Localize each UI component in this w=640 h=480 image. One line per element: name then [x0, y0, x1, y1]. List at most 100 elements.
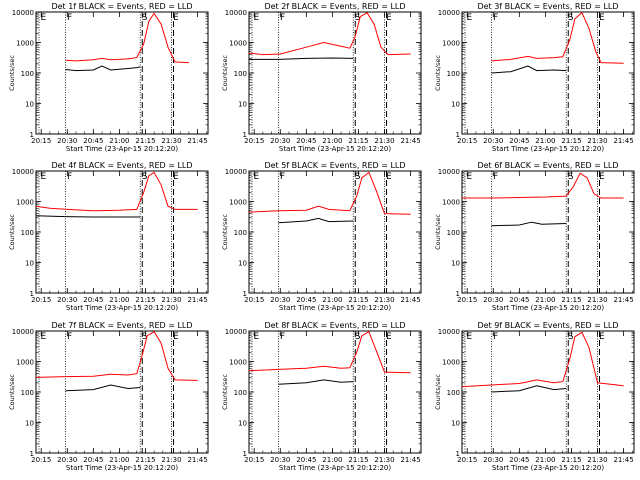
- lld-rate-line: [248, 330, 411, 374]
- x-tick-label: 21:30: [161, 296, 181, 304]
- x-axis-label: Start Time (23-Apr-15 20:12:20): [66, 464, 178, 472]
- interval-marker-label: F: [67, 13, 72, 23]
- x-tick-label: 21:00: [109, 296, 129, 304]
- x-tick-label: 21:30: [374, 456, 394, 464]
- x-tick-label: 21:15: [561, 296, 581, 304]
- x-tick-label: 20:30: [57, 456, 77, 464]
- x-tick-label: 20:45: [296, 137, 316, 145]
- y-tick-label: 1: [243, 290, 247, 298]
- chart-panel: Det 2f BLACK = Events, RED = LLD 1 10 100 10…: [221, 2, 422, 153]
- x-tick-label: 21:00: [322, 456, 342, 464]
- y-tick-label: 1000: [229, 40, 247, 48]
- lld-rate-line: [248, 171, 411, 215]
- y-tick-label: 10: [25, 260, 34, 268]
- y-tick-label: 1000: [16, 359, 34, 367]
- chart-title: Det 2f BLACK = Events, RED = LLD: [264, 2, 405, 11]
- interval-marker-label: E: [254, 13, 260, 23]
- y-tick-label: 1000: [229, 199, 247, 207]
- x-tick-label: 21:00: [109, 137, 129, 145]
- x-tick-label: 21:45: [400, 137, 420, 145]
- interval-marker-label: S: [568, 13, 574, 23]
- x-tick-label: 21:45: [613, 137, 633, 145]
- x-tick-label: 21:30: [161, 137, 181, 145]
- lld-rate-line: [35, 171, 198, 212]
- chart-title: Det 9f BLACK = Events, RED = LLD: [477, 321, 618, 330]
- y-axis-label: Counts/sec: [8, 214, 16, 250]
- x-tick-label: 21:00: [535, 456, 555, 464]
- interval-marker-label: E: [41, 172, 47, 182]
- y-axis-label: Counts/sec: [434, 214, 442, 250]
- x-tick-label: 21:30: [374, 137, 394, 145]
- chart-panel: Det 3f BLACK = Events, RED = LLD 1 10 100 10…: [434, 2, 635, 153]
- x-tick-label: 20:45: [83, 456, 103, 464]
- interval-marker-label: E: [41, 13, 47, 23]
- chart-title: Det 3f BLACK = Events, RED = LLD: [477, 2, 618, 11]
- lld-rate-line: [461, 331, 624, 388]
- x-tick-label: 20:45: [509, 296, 529, 304]
- y-tick-label: 10: [238, 260, 247, 268]
- plot-frame: [461, 170, 635, 294]
- x-tick-label: 20:15: [31, 296, 51, 304]
- y-tick-label: 1: [456, 131, 460, 139]
- x-tick-label: 21:15: [561, 456, 581, 464]
- x-tick-label: 21:45: [400, 456, 420, 464]
- interval-marker-label: E: [254, 172, 260, 182]
- y-tick-label: 100: [234, 389, 247, 397]
- y-tick-label: 1: [456, 450, 460, 458]
- x-axis-label: Start Time (23-Apr-15 20:12:20): [66, 145, 178, 153]
- y-tick-label: 1: [243, 131, 247, 139]
- x-tick-label: 20:30: [270, 137, 290, 145]
- lld-rate-line: [248, 12, 411, 56]
- x-tick-label: 20:15: [244, 456, 264, 464]
- interval-marker-label: E: [467, 13, 473, 23]
- interval-marker-label: S: [142, 13, 148, 23]
- x-tick-label: 20:45: [83, 296, 103, 304]
- interval-marker-label: F: [280, 13, 285, 23]
- x-tick-label: 21:00: [535, 296, 555, 304]
- interval-marker-label: S: [568, 172, 574, 182]
- interval-marker-label: F: [493, 172, 498, 182]
- interval-marker-label: F: [67, 332, 72, 342]
- x-tick-label: 21:00: [322, 137, 342, 145]
- events-rate-line: [249, 57, 354, 60]
- y-tick-label: 1000: [442, 359, 460, 367]
- x-axis-label: Start Time (23-Apr-15 20:12:20): [492, 304, 604, 312]
- plot-frame: [461, 11, 635, 135]
- y-tick-label: 10: [25, 420, 34, 428]
- chart-panel: Det 9f BLACK = Events, RED = LLD 1 10 100 10…: [434, 321, 635, 472]
- x-tick-label: 20:30: [270, 296, 290, 304]
- chart-panel: Det 4f BLACK = Events, RED = LLD 1 10 100 10…: [8, 161, 209, 312]
- x-tick-label: 21:15: [135, 137, 155, 145]
- y-tick-label: 10000: [438, 328, 460, 336]
- x-axis-label: Start Time (23-Apr-15 20:12:20): [492, 464, 604, 472]
- interval-marker-label: E: [599, 172, 605, 182]
- events-rate-line: [35, 215, 141, 218]
- y-axis-label: Counts/sec: [434, 374, 442, 410]
- x-tick-label: 20:30: [57, 296, 77, 304]
- chart-title: Det 4f BLACK = Events, RED = LLD: [51, 161, 192, 170]
- x-tick-label: 20:30: [57, 137, 77, 145]
- y-tick-label: 10: [25, 101, 34, 109]
- chart-title: Det 5f BLACK = Events, RED = LLD: [264, 161, 405, 170]
- y-tick-label: 1000: [442, 199, 460, 207]
- x-tick-label: 21:15: [135, 456, 155, 464]
- interval-marker-label: F: [493, 13, 498, 23]
- interval-marker-label: E: [254, 332, 260, 342]
- plot-frame: [35, 330, 209, 454]
- y-tick-label: 1: [30, 450, 34, 458]
- y-tick-label: 10000: [438, 168, 460, 176]
- y-tick-label: 1: [30, 131, 34, 139]
- x-axis-label: Start Time (23-Apr-15 20:12:20): [492, 145, 604, 153]
- x-tick-label: 20:45: [509, 456, 529, 464]
- plot-frame: [248, 170, 422, 294]
- plot-frame: [35, 170, 209, 294]
- y-tick-label: 10: [238, 420, 247, 428]
- x-tick-label: 21:30: [374, 296, 394, 304]
- x-axis-label: Start Time (23-Apr-15 20:12:20): [279, 464, 391, 472]
- plot-frame: [35, 11, 209, 135]
- interval-marker-label: F: [280, 332, 285, 342]
- lld-rate-line: [65, 12, 189, 64]
- y-tick-label: 10000: [12, 9, 34, 17]
- x-axis-label: Start Time (23-Apr-15 20:12:20): [279, 145, 391, 153]
